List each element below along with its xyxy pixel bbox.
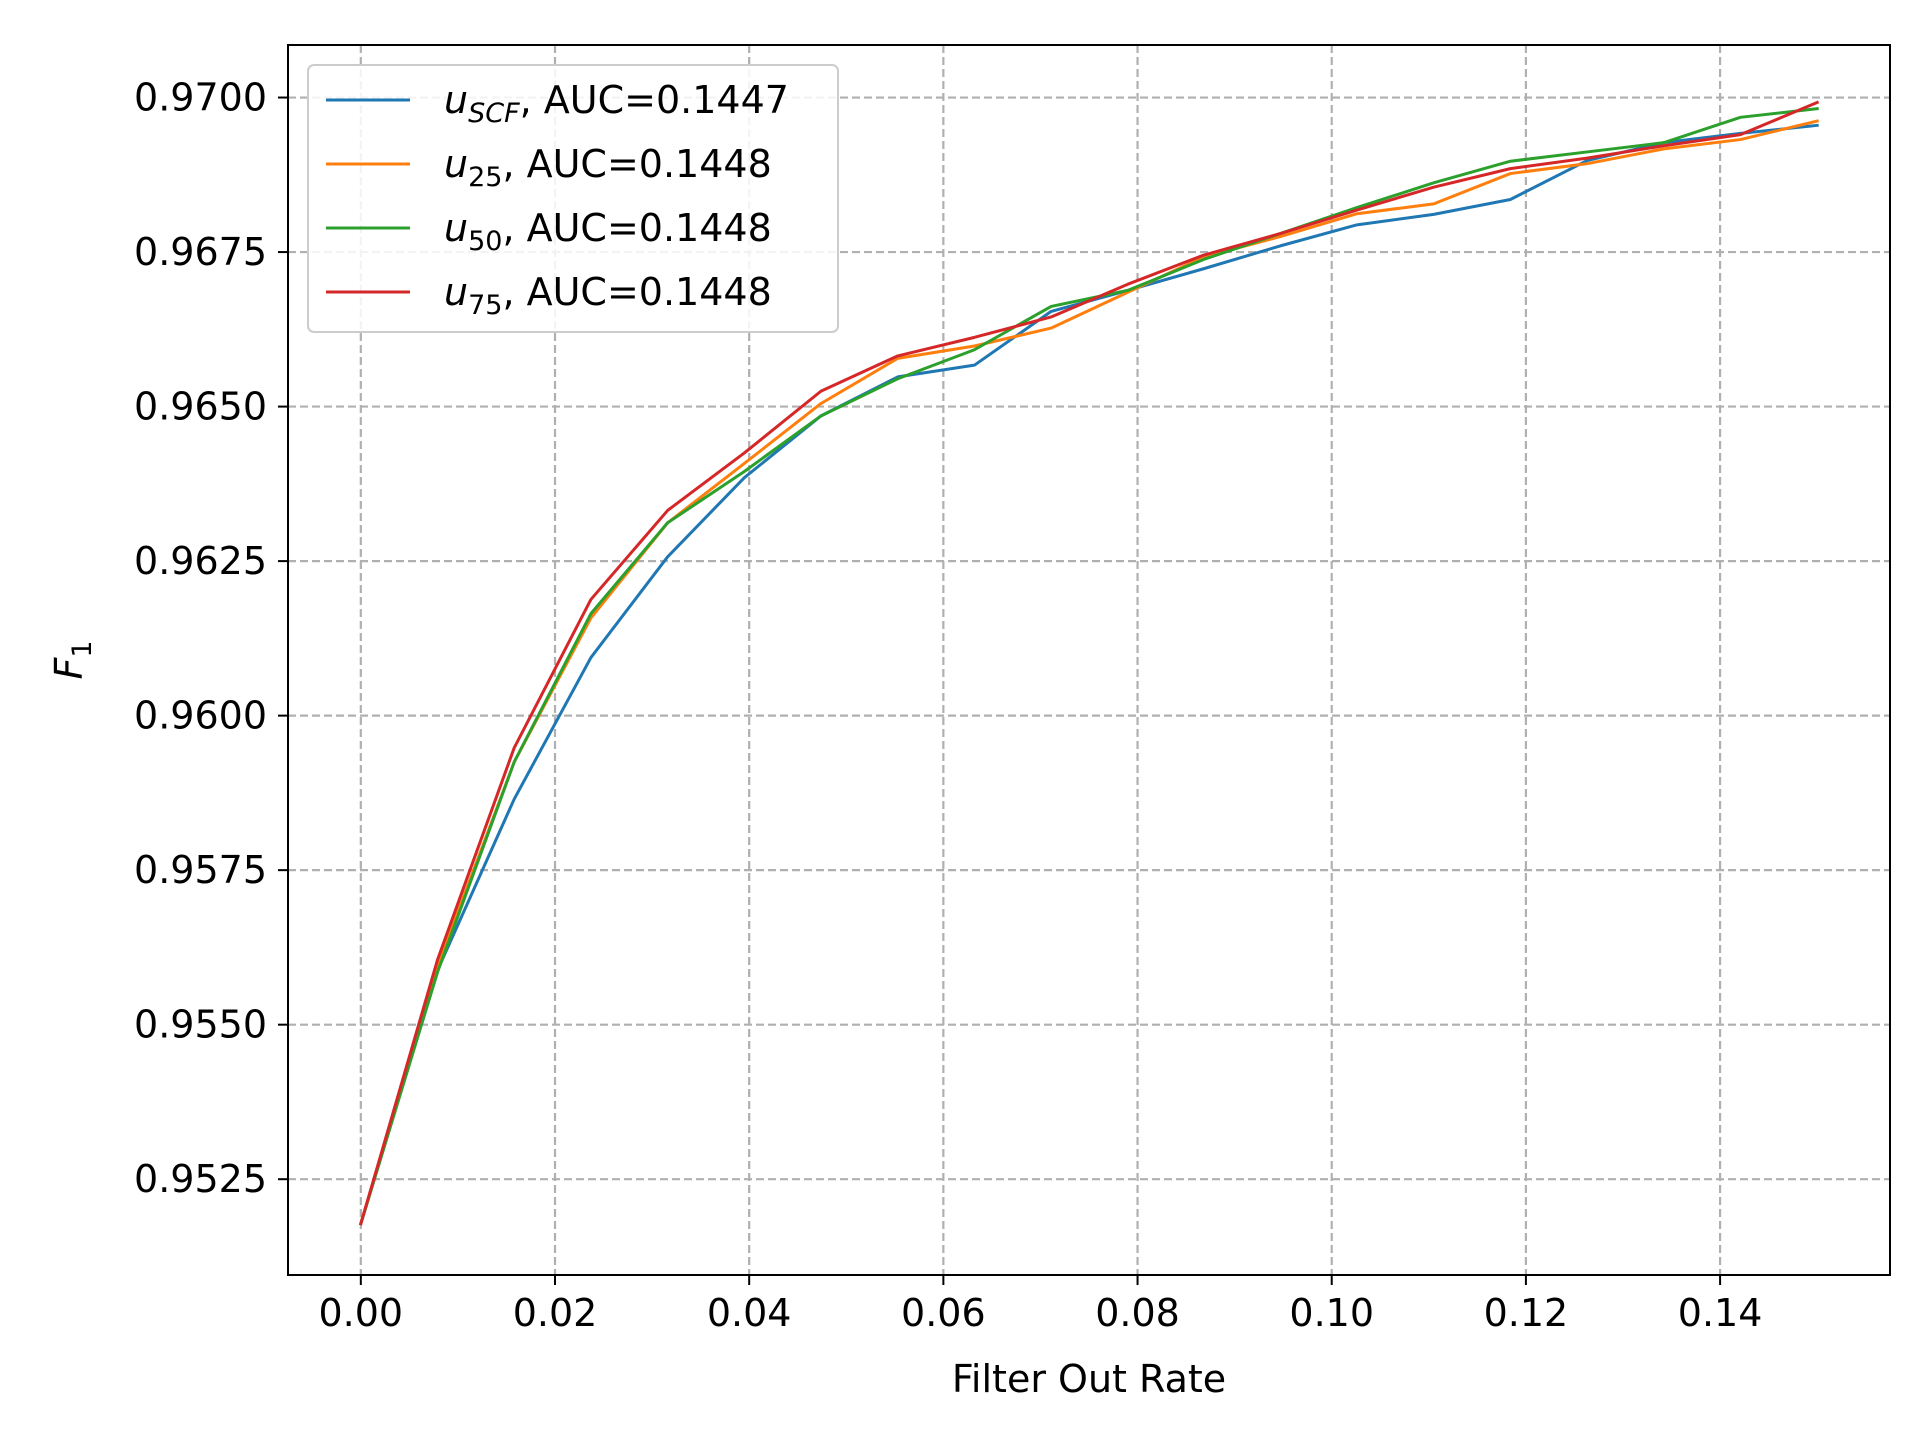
y-tick-label: 0.9600	[134, 694, 267, 738]
x-axis-label: Filter Out Rate	[952, 1357, 1226, 1401]
legend-label: u75, AUC=0.1448	[444, 270, 772, 321]
legend-label-symbol: u	[444, 142, 468, 186]
legend-label-auc: , AUC=0.1448	[502, 206, 771, 250]
x-tick-label: 0.08	[1095, 1291, 1180, 1335]
y-tick-label: 0.9625	[134, 539, 267, 583]
legend-label-subscript: 50	[468, 226, 502, 257]
x-tick-label: 0.06	[901, 1291, 986, 1335]
legend-label-symbol: u	[444, 78, 468, 122]
y-tick-label: 0.9525	[134, 1157, 267, 1201]
x-tick-label: 0.00	[319, 1291, 404, 1335]
y-axis-ticks: 0.9525 0.9550 0.9575 0.9600 0.9625 0.9650 0.96…	[134, 76, 288, 1201]
x-tick-label: 0.12	[1484, 1291, 1569, 1335]
x-tick-label: 0.10	[1289, 1291, 1374, 1335]
legend-label-symbol: u	[444, 270, 468, 314]
legend-label: uSCF, AUC=0.1447	[444, 78, 789, 129]
legend-label-auc: , AUC=0.1447	[520, 78, 789, 122]
y-axis-label: F1	[47, 640, 98, 679]
legend-label-subscript: 25	[468, 162, 502, 193]
legend-label: u50, AUC=0.1448	[444, 206, 772, 257]
legend-label-auc: , AUC=0.1448	[502, 142, 771, 186]
y-tick-label: 0.9550	[134, 1003, 267, 1047]
plot-frame	[287, 44, 1891, 1276]
series-line-50	[358, 107, 1819, 1226]
series-line-25	[358, 119, 1819, 1226]
x-axis-ticks: 0.00 0.02 0.04 0.06 0.08 0.10 0.12 0.14	[319, 1275, 1763, 1335]
y-axis-label-subscript: 1	[67, 640, 98, 657]
x-tick-label: 0.14	[1678, 1291, 1763, 1335]
legend-label-subscript: SCF	[468, 98, 520, 129]
y-tick-label: 0.9575	[134, 848, 267, 892]
y-tick-label: 0.9700	[134, 76, 267, 120]
legend-label: u25, AUC=0.1448	[444, 142, 772, 193]
x-tick-label: 0.04	[707, 1291, 792, 1335]
legend-label-subscript: 75	[468, 290, 502, 321]
series-line-75	[358, 100, 1820, 1226]
series-lines	[358, 100, 1820, 1226]
x-tick-label: 0.02	[513, 1291, 598, 1335]
legend-box	[307, 64, 839, 333]
y-axis-label-base: F	[47, 657, 91, 680]
legend-label-symbol: u	[444, 206, 468, 250]
y-tick-label: 0.9650	[134, 385, 267, 429]
legend-label-auc: , AUC=0.1448	[502, 270, 771, 314]
y-tick-label: 0.9675	[134, 230, 267, 274]
